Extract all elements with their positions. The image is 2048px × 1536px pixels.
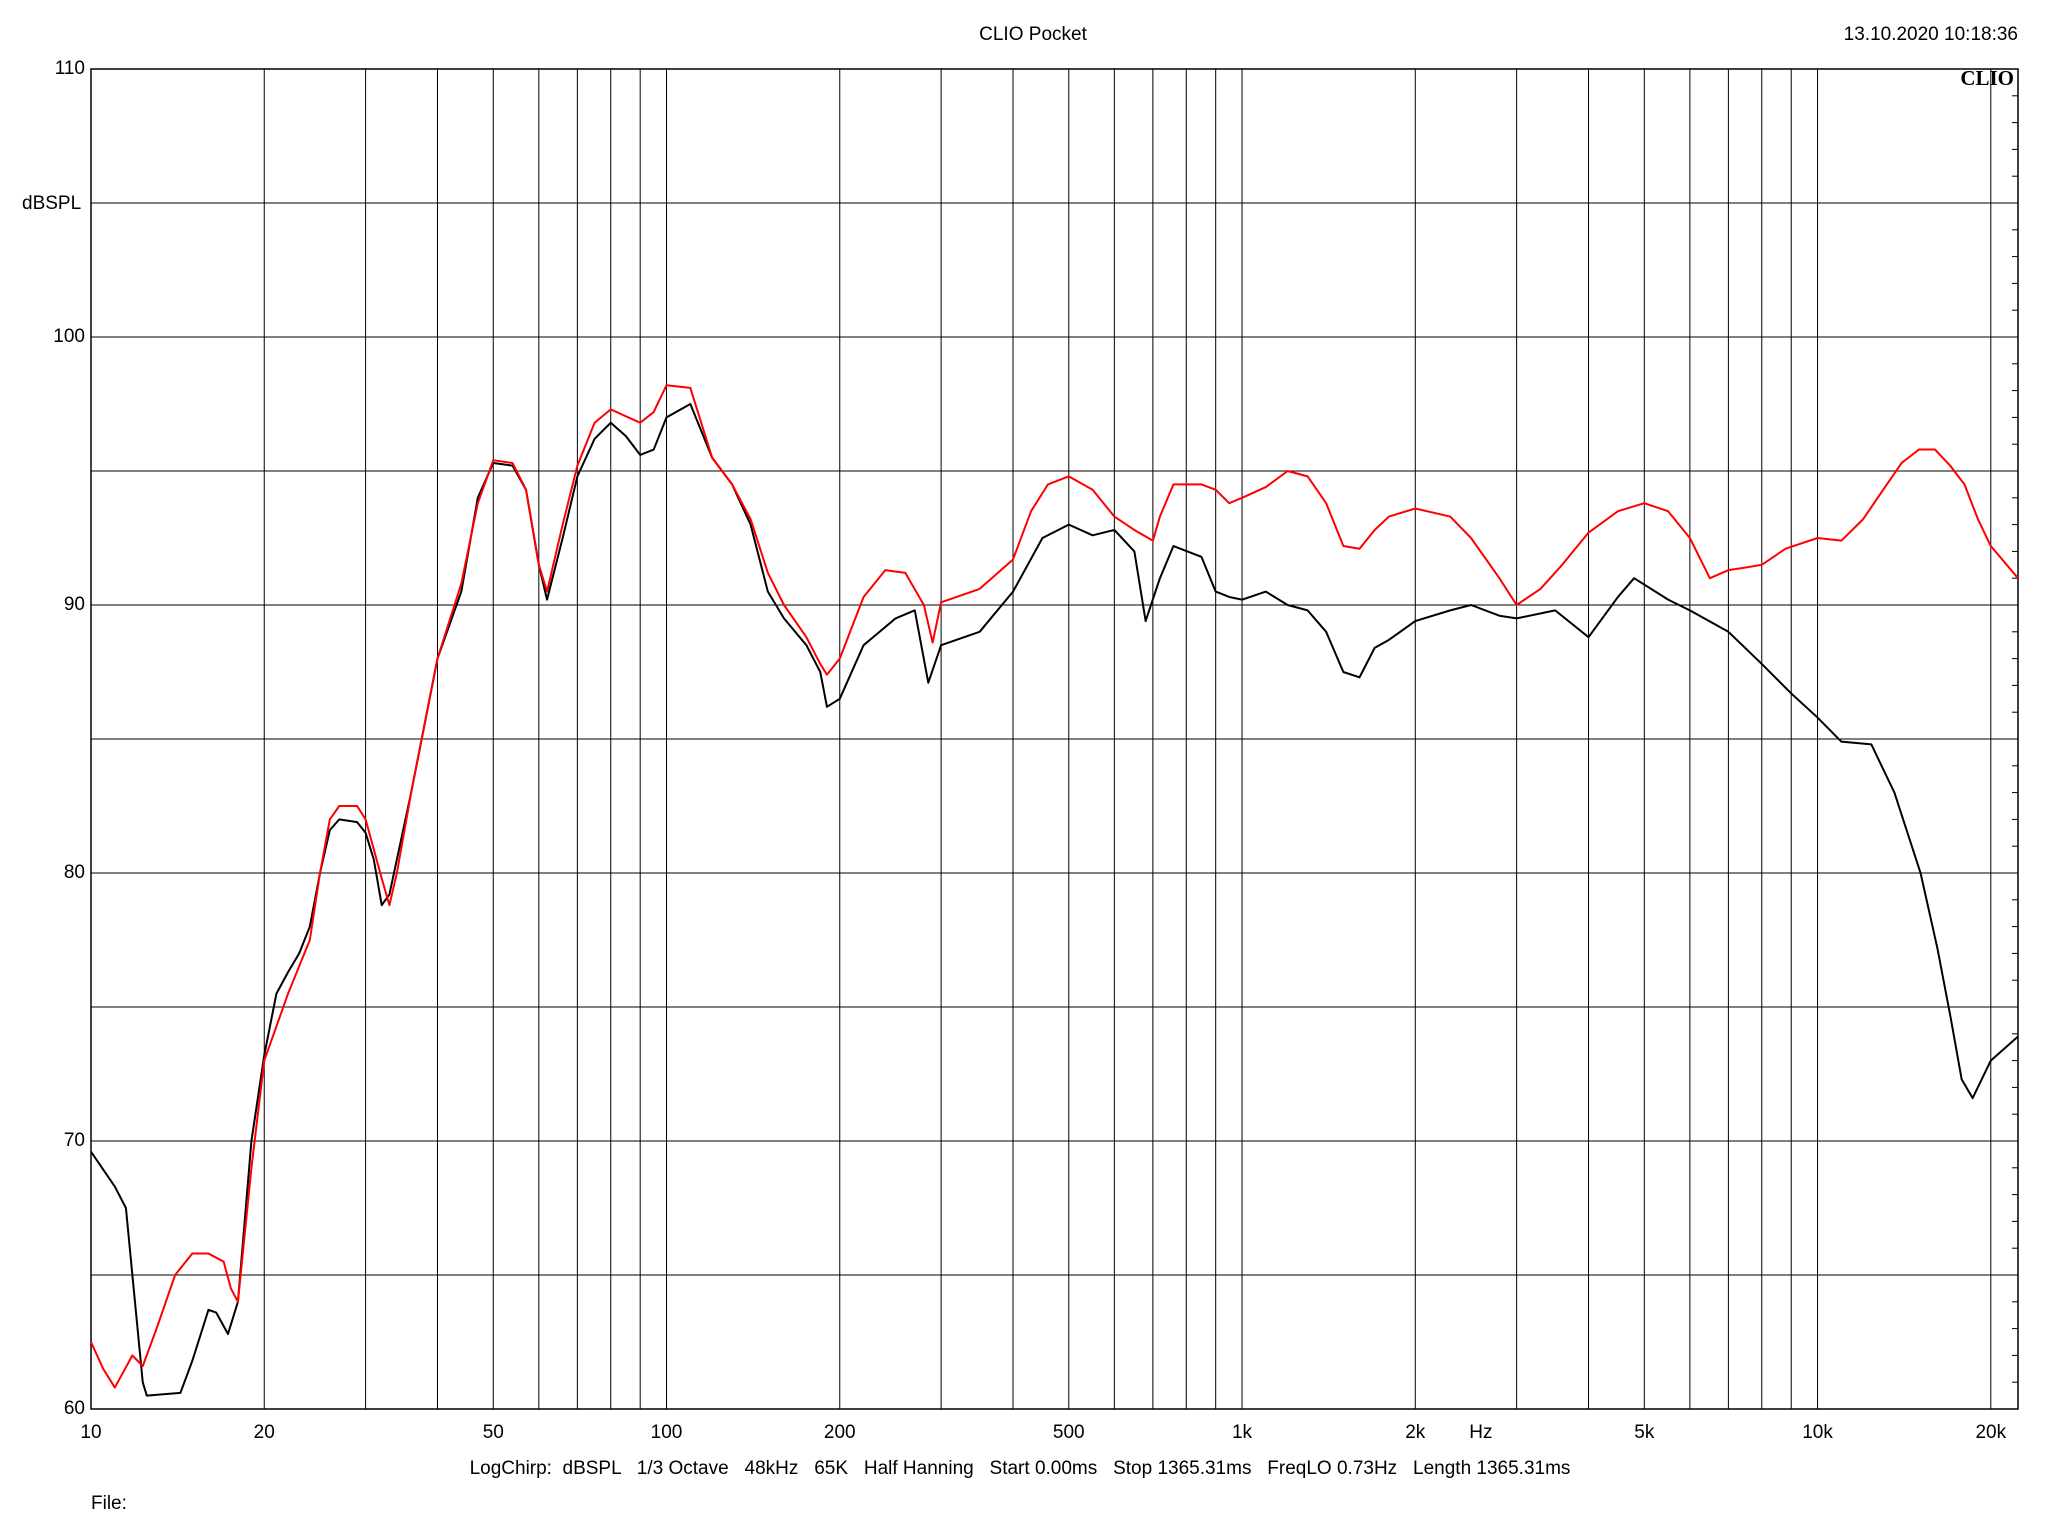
x-tick-label: 20 bbox=[254, 1422, 275, 1443]
file-label: File: bbox=[91, 1493, 127, 1514]
x-tick-label: 10 bbox=[80, 1422, 101, 1443]
y-tick-label: 100 bbox=[53, 326, 85, 347]
y-tick-label: 110 bbox=[55, 58, 85, 79]
x-tick-label: 200 bbox=[824, 1422, 856, 1443]
x-tick-label: 1k bbox=[1232, 1422, 1253, 1443]
x-tick-label: 10k bbox=[1802, 1422, 1833, 1443]
x-tick-label: 50 bbox=[483, 1422, 504, 1443]
plot-frame bbox=[90, 68, 2019, 1410]
y-tick-label: 90 bbox=[64, 594, 85, 615]
y-axis-label: dBSPL bbox=[22, 193, 81, 214]
x-tick-label: 100 bbox=[651, 1422, 683, 1443]
timestamp: 13.10.2020 10:18:36 bbox=[1844, 24, 2018, 45]
chart-title: CLIO Pocket bbox=[979, 24, 1087, 45]
data-line bbox=[90, 403, 2019, 1397]
logo: CLIO bbox=[1960, 66, 2014, 90]
x-tick-label: 2k bbox=[1405, 1422, 1426, 1443]
y-tick-label: 70 bbox=[64, 1130, 85, 1151]
data-line bbox=[90, 384, 2019, 1389]
x-tick-label: 500 bbox=[1053, 1422, 1085, 1443]
y-tick-label: 80 bbox=[64, 862, 85, 883]
x-axis-label: Hz bbox=[1469, 1422, 1492, 1443]
y-tick-label: 60 bbox=[64, 1398, 85, 1419]
x-tick-label: 20k bbox=[1975, 1422, 2006, 1443]
x-tick-label: 5k bbox=[1634, 1422, 1655, 1443]
footer: LogChirp: dBSPL 1/3 Octave 48kHz 65K Hal… bbox=[470, 1458, 1571, 1479]
